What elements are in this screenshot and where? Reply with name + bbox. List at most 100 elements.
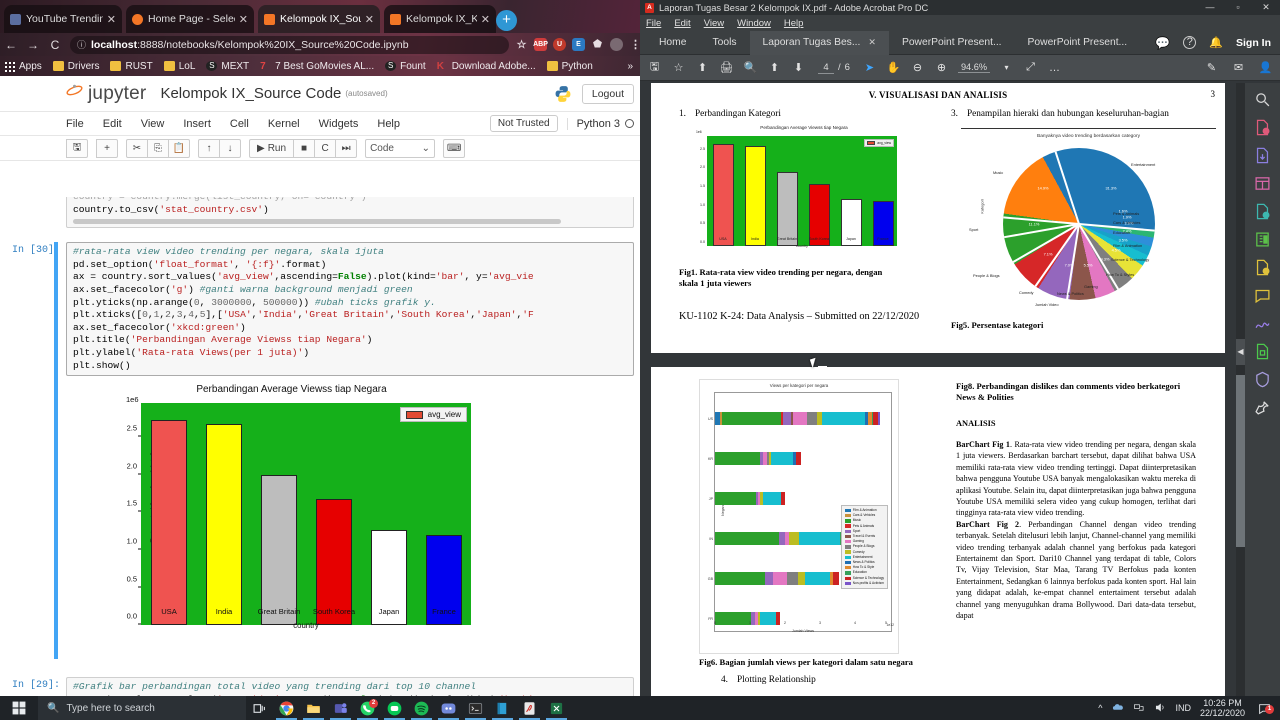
tab-close-icon[interactable]: ✕ [106, 13, 116, 26]
protect-icon[interactable] [1254, 371, 1271, 388]
menu-cell[interactable]: Cell [229, 117, 249, 130]
notebook-scroll-area[interactable]: country = country.merge(list_country, on… [0, 197, 648, 696]
reload-icon[interactable]: C [50, 37, 60, 52]
tab-close-icon[interactable]: ✕ [238, 13, 248, 26]
zoom-find-icon[interactable]: 🔍 [743, 62, 758, 74]
acrobat-tab-tools[interactable]: Tools [712, 37, 737, 48]
clock[interactable]: 10:26 PM 22/12/2020 [1200, 698, 1245, 718]
language-indicator[interactable]: IND [1175, 703, 1191, 713]
action-center-icon[interactable]: 1 [1254, 696, 1274, 720]
teams-icon[interactable] [327, 696, 354, 720]
run-button[interactable]: ▶ Run [249, 138, 295, 158]
close-button[interactable]: ✕ [1262, 2, 1270, 12]
browser-tab-home-page[interactable]: Home Page - Select c ✕ [126, 5, 254, 33]
acrobat-menu-edit[interactable]: Edit [674, 17, 691, 29]
network-icon[interactable] [1133, 702, 1145, 715]
star-icon[interactable]: ☆ [673, 62, 684, 74]
cell-source[interactable]: country = country.merge(list_country, on… [66, 197, 634, 229]
bookmarks-overflow-icon[interactable]: » [627, 60, 633, 72]
email-icon[interactable]: ✉ [1233, 62, 1244, 74]
logout-button[interactable]: Logout [581, 83, 634, 104]
page-current[interactable]: 4 [818, 62, 834, 74]
line-icon[interactable] [381, 696, 408, 720]
paste-icon[interactable]: 📋 [168, 138, 190, 158]
sign-in-button[interactable]: Sign In [1236, 36, 1271, 49]
bookmark-apps[interactable]: Apps [4, 60, 42, 72]
extension-e-icon[interactable]: E [572, 38, 585, 51]
search-icon[interactable] [1254, 91, 1271, 108]
file-explorer-icon[interactable] [300, 696, 327, 720]
move-down-icon[interactable]: ↓ [219, 138, 241, 158]
bookmark-star-icon[interactable]: ☆ [516, 39, 527, 51]
jupyter-logo[interactable]: jupyter [66, 82, 146, 105]
comment-icon[interactable] [1254, 287, 1271, 304]
whatsapp-icon[interactable]: 2 [354, 696, 381, 720]
cell-source[interactable]: #rata-rata view video trending per negar… [66, 242, 634, 377]
bookmark-rust[interactable]: RUST [110, 61, 153, 72]
maximize-button[interactable]: ▫ [1236, 2, 1240, 12]
discord-icon[interactable] [435, 696, 462, 720]
notebook-title[interactable]: Kelompok IX_Source Code [160, 85, 342, 102]
pdf-document-viewport[interactable]: 3 V. VISUALISASI DAN ANALISIS 1. Perband… [640, 83, 1280, 696]
organize-pages-icon[interactable] [1254, 175, 1271, 192]
bookmark-python[interactable]: Python [546, 61, 593, 72]
browser-tab-kelompok-source[interactable]: Kelompok IX_Source ✕ [258, 5, 380, 33]
save-icon[interactable]: 🖫 [649, 61, 660, 73]
menu-help[interactable]: Help [377, 117, 400, 130]
pdf-scrollbar[interactable] [1236, 83, 1245, 696]
browser-tab-youtube[interactable]: YouTube Trending Vid ✕ [4, 5, 122, 33]
minimize-button[interactable]: — [1205, 2, 1215, 12]
menu-widgets[interactable]: Widgets [318, 117, 359, 130]
menu-kernel[interactable]: Kernel [267, 117, 300, 130]
browser-tab-kelompok-korelasi[interactable]: Kelompok IX_Korelas ✕ [384, 5, 496, 33]
stamp-icon[interactable] [1254, 343, 1271, 360]
chrome-menu-icon[interactable]: ⋮ [630, 39, 641, 51]
rail-collapse-icon[interactable]: ◀ [1236, 339, 1245, 365]
new-tab-button[interactable]: + [496, 10, 517, 31]
sign-icon[interactable] [1254, 315, 1271, 332]
move-up-icon[interactable]: ↑ [198, 138, 220, 158]
tab-close-icon[interactable]: ✕ [480, 13, 490, 26]
save-icon[interactable]: 🖫 [66, 138, 88, 158]
address-bar[interactable]: ⓘ localhost:8888/notebooks/Kelompok%20IX… [70, 35, 509, 54]
cell-source[interactable]: #Grafik bar perbandingan total video yan… [66, 677, 634, 696]
fill-sign-icon[interactable] [1254, 231, 1271, 248]
chrome-icon[interactable] [273, 696, 300, 720]
fit-page-icon[interactable]: ⤢ [1026, 61, 1035, 73]
volume-icon[interactable] [1154, 702, 1166, 715]
acrobat-menu-window[interactable]: Window [737, 17, 771, 29]
menu-insert[interactable]: Insert [183, 117, 211, 130]
more-tools-icon[interactable]: … [1049, 61, 1060, 74]
trust-status-badge[interactable]: Not Trusted [489, 115, 558, 132]
insert-cell-icon[interactable]: + [96, 138, 118, 158]
task-view-icon[interactable] [246, 696, 273, 720]
edit-pdf-icon[interactable] [1254, 203, 1271, 220]
notebook-cell-in-29[interactable]: In [29]: #Grafik bar perbandingan total … [0, 673, 648, 696]
bookmark-gomovies[interactable]: 7 7 Best GoMovies AL... [260, 61, 374, 73]
share-icon[interactable]: 👤 [1258, 62, 1273, 74]
back-icon[interactable]: ← [5, 37, 17, 52]
comment-pdf-icon[interactable] [1254, 259, 1271, 276]
chevron-down-icon[interactable]: ▾ [1004, 63, 1009, 72]
help-icon[interactable]: ? [1183, 36, 1197, 49]
bookmark-fount[interactable]: S Fount [385, 61, 426, 72]
excel-icon[interactable] [543, 696, 570, 720]
acrobat-tab-powerpoint-2[interactable]: PowerPoint Present... [1027, 37, 1128, 48]
export-pdf-icon[interactable] [1254, 147, 1271, 164]
site-info-icon[interactable]: ⓘ [77, 40, 87, 50]
forward-icon[interactable]: → [27, 37, 39, 52]
acrobat-menu-view[interactable]: View [703, 17, 725, 29]
notebook-cell-previous[interactable]: country = country.merge(list_country, on… [0, 197, 648, 232]
command-palette-icon[interactable]: ⌨ [443, 138, 466, 158]
terminal-icon[interactable] [462, 696, 489, 720]
avatar-icon[interactable] [610, 38, 623, 51]
bookmark-download-adobe[interactable]: K Download Adobe... [437, 61, 536, 73]
spotify-icon[interactable] [408, 696, 435, 720]
tab-close-icon[interactable]: ✕ [868, 37, 876, 47]
acrobat-menu-help[interactable]: Help [783, 17, 804, 29]
copy-icon[interactable]: ⎘ [147, 138, 169, 158]
acrobat-tab-powerpoint-1[interactable]: PowerPoint Present... [901, 37, 1002, 48]
next-page-icon[interactable]: ⬇ [793, 62, 804, 74]
menu-view[interactable]: View [140, 117, 165, 130]
cell-horizontal-scrollbar[interactable] [73, 219, 561, 225]
